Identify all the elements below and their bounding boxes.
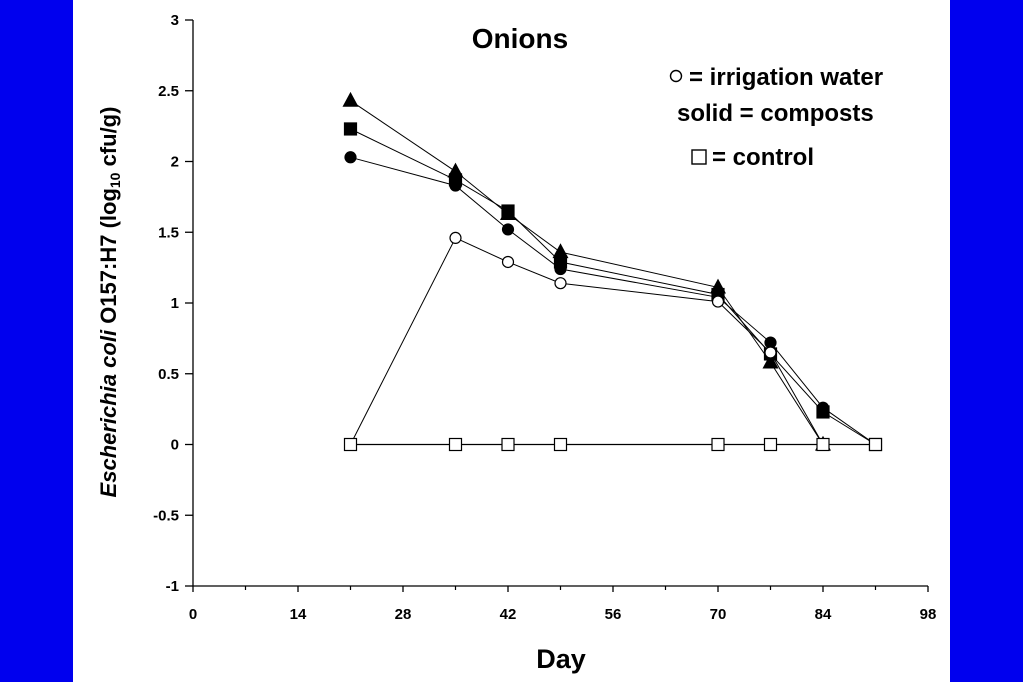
- y-tick-label: 3: [171, 12, 179, 29]
- x-tick-label: 56: [605, 606, 622, 623]
- point-control: [553, 437, 568, 452]
- point-irrigation-water: [764, 346, 777, 359]
- legend-control: = control: [712, 144, 814, 171]
- y-tick-label: 1: [171, 295, 179, 312]
- y-tick-label: 0: [171, 437, 179, 454]
- point-control: [816, 437, 830, 452]
- legend-open-square-marker: [691, 149, 707, 165]
- chart-panel: [73, 0, 950, 682]
- y-tick-label: 1.5: [158, 224, 179, 241]
- y-axis-label-strain: O157:H7 (log: [96, 188, 121, 330]
- series-line-compost-square: [350, 128, 876, 445]
- chart-title: Onions: [472, 23, 568, 54]
- point-control: [343, 437, 358, 452]
- point-control: [763, 437, 778, 452]
- legend-irrigation-water: = irrigation water: [689, 64, 883, 91]
- point-irrigation-water: [449, 231, 462, 245]
- legend: = irrigation water solid = composts = co…: [669, 64, 883, 171]
- y-tick-label: -0.5: [153, 507, 179, 524]
- x-axis-label: Day: [536, 644, 586, 674]
- point-compost-square: [501, 204, 515, 218]
- point-compost-circle: [344, 151, 357, 164]
- y-tick-label: 2: [171, 154, 179, 171]
- x-tick-label: 84: [815, 606, 832, 623]
- y-axis-label-subscript: 10: [107, 172, 123, 188]
- x-tick-label: 0: [189, 606, 197, 623]
- point-compost-circle: [449, 179, 462, 192]
- point-control: [448, 437, 463, 452]
- point-compost-triangle: [342, 91, 359, 107]
- y-axis-label-unit: cfu/g): [96, 107, 121, 173]
- point-compost-circle: [816, 401, 830, 414]
- legend-open-circle-marker: [669, 69, 683, 83]
- x-tick-label: 70: [710, 606, 727, 623]
- point-irrigation-water: [554, 277, 567, 290]
- y-tick-label: 0.5: [158, 366, 179, 383]
- y-axis-label-organism: Escherichia coli: [96, 329, 121, 497]
- point-compost-circle: [501, 223, 515, 236]
- point-control: [868, 437, 883, 452]
- point-compost-square: [343, 122, 358, 136]
- series-group: [342, 91, 883, 452]
- point-control: [711, 437, 725, 452]
- series-line-compost-circle: [350, 156, 876, 445]
- x-tick-label: 42: [500, 606, 517, 623]
- point-irrigation-water: [711, 295, 725, 308]
- y-axis-label: Escherichia coli O157:H7 (log10 cfu/g): [96, 107, 123, 498]
- legend-composts: solid = composts: [677, 100, 874, 127]
- series-line-irrigation-water: [350, 237, 876, 445]
- point-compost-triangle: [762, 353, 779, 369]
- point-control: [501, 437, 515, 452]
- y-tick-label: 2.5: [158, 83, 179, 100]
- x-tick-label: 14: [290, 606, 307, 623]
- tick-marks: [185, 19, 929, 592]
- x-tick-label: 98: [920, 606, 937, 623]
- y-tick-label: -1: [166, 578, 179, 595]
- point-irrigation-water: [501, 255, 515, 269]
- x-tick-label: 28: [395, 606, 412, 623]
- point-compost-circle: [554, 262, 567, 276]
